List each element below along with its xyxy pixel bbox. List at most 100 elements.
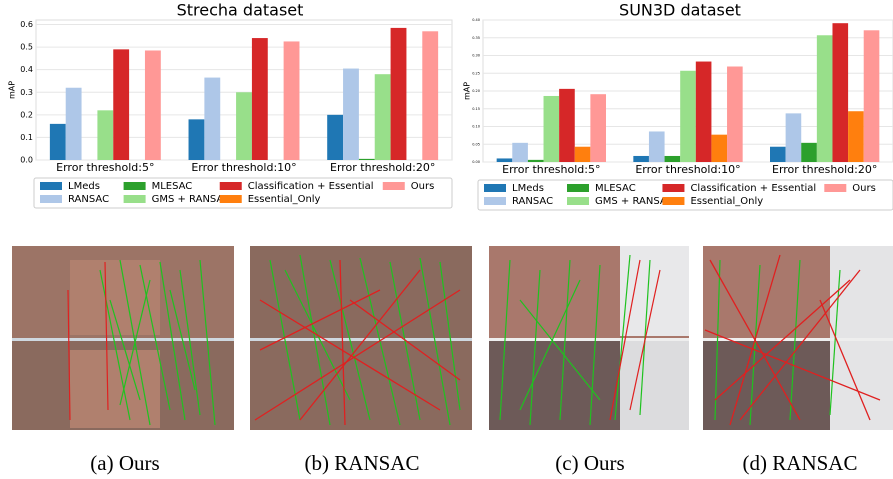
y-tick-label: 0.10: [472, 125, 480, 129]
legend-swatch: [40, 182, 62, 190]
bar: [680, 71, 696, 162]
legend-label: RANSAC: [68, 194, 109, 205]
legend-label: MLESAC: [595, 183, 636, 194]
y-tick-label: 0.2: [20, 110, 33, 119]
bar: [559, 89, 575, 162]
legend-label: Classification + Essential: [690, 183, 816, 194]
x-tick-label: Error threshold:20°: [772, 163, 877, 176]
bar: [832, 23, 848, 162]
bar: [189, 119, 205, 160]
y-tick-label: 0.00: [472, 160, 480, 164]
legend-swatch: [484, 197, 506, 205]
y-tick-label: 0.6: [20, 20, 33, 29]
legend-label: Ours: [852, 183, 876, 194]
legend-label: MLESAC: [152, 181, 193, 192]
x-tick-label: Error threshold:10°: [635, 163, 740, 176]
legend-label: Essential_Only: [248, 194, 321, 205]
caption: (d) RANSAC: [743, 451, 858, 475]
legend-label: Classification + Essential: [248, 181, 374, 192]
bar: [848, 111, 864, 162]
y-axis-label: mAP: [8, 81, 17, 99]
bar: [786, 113, 802, 162]
bar: [696, 62, 712, 162]
bar: [528, 160, 544, 162]
y-tick-label: 0.5: [20, 43, 33, 52]
y-tick-label: 0.40: [472, 18, 480, 22]
legend-label: GMS + RANSAC: [152, 194, 231, 205]
bar: [864, 30, 880, 162]
legend-swatch: [484, 184, 506, 192]
chart: SUN3D dataset mAP 0.00 0.05 0.10 0.15 0.20 0.25…: [463, 1, 893, 211]
legend-swatch: [383, 182, 405, 190]
chart-title: Strecha dataset: [177, 1, 304, 20]
y-tick-label: 0.25: [472, 71, 480, 75]
x-tick-label: Error threshold:5°: [502, 163, 600, 176]
y-tick-label: 0.15: [472, 107, 480, 111]
figure: (a) Ours (b) RANSAC (c) Ours (d) RANSAC …: [0, 0, 893, 479]
bar: [544, 96, 560, 162]
bar: [359, 159, 375, 160]
legend-swatch: [124, 182, 146, 190]
bar: [66, 88, 82, 160]
legend-label: GMS + RANSAC: [595, 196, 674, 207]
legend-label: LMeds: [68, 181, 100, 192]
legend-label: Essential_Only: [690, 196, 763, 207]
caption: (a) Ours: [90, 451, 159, 475]
y-tick-label: 0.30: [472, 54, 480, 58]
y-tick-label: 0.35: [472, 36, 480, 40]
legend-swatch: [567, 184, 589, 192]
caption: (c) Ours: [555, 451, 624, 475]
caption: (b) RANSAC: [305, 451, 420, 475]
legend-swatch: [662, 184, 684, 192]
bar: [512, 143, 528, 162]
bar: [145, 50, 161, 160]
x-tick-label: Error threshold:5°: [56, 161, 154, 174]
bar: [817, 35, 833, 162]
legend-swatch: [124, 195, 146, 203]
y-tick-label: 0.05: [472, 142, 480, 146]
x-tick-label: Error threshold:10°: [191, 161, 296, 174]
photo-a: [12, 246, 234, 430]
legend-swatch: [662, 197, 684, 205]
chart-title: SUN3D dataset: [619, 1, 741, 20]
x-tick-label: Error threshold:20°: [330, 161, 435, 174]
photo-c: [489, 246, 689, 430]
bar: [252, 38, 268, 160]
y-axis-label: mAP: [463, 82, 472, 100]
bar: [770, 147, 786, 162]
bar: [284, 41, 300, 160]
y-tick-label: 0.0: [20, 156, 33, 165]
bar: [97, 110, 113, 160]
bar: [497, 158, 513, 162]
legend-swatch: [824, 184, 846, 192]
photo-d: [703, 246, 893, 430]
bar: [422, 31, 438, 160]
bar: [204, 78, 220, 160]
legend-swatch: [40, 195, 62, 203]
bar: [711, 135, 727, 162]
figure-canvas: (a) Ours (b) RANSAC (c) Ours (d) RANSAC …: [0, 0, 893, 479]
bar: [343, 69, 359, 160]
bar: [375, 74, 391, 160]
legend-label: Ours: [411, 181, 435, 192]
y-tick-label: 0.3: [20, 88, 33, 97]
bar: [50, 124, 66, 160]
chart: Strecha dataset mAP 0.0 0.1 0.2 0.3 0.4 0.5 0.6 E…: [8, 1, 453, 209]
bar: [727, 67, 743, 162]
bar: [590, 94, 606, 162]
bar: [327, 115, 343, 160]
bar: [665, 156, 681, 162]
legend-label: RANSAC: [512, 196, 553, 207]
y-tick-label: 0.4: [20, 65, 33, 74]
y-tick-label: 0.20: [472, 89, 480, 93]
bar: [236, 92, 252, 160]
bar: [801, 143, 817, 162]
legend-label: LMeds: [512, 183, 544, 194]
y-tick-label: 0.1: [20, 133, 33, 142]
bar: [633, 156, 649, 162]
bar: [391, 28, 407, 160]
bar: [575, 147, 591, 162]
legend-swatch: [220, 182, 242, 190]
legend-swatch: [567, 197, 589, 205]
bar: [113, 49, 129, 160]
